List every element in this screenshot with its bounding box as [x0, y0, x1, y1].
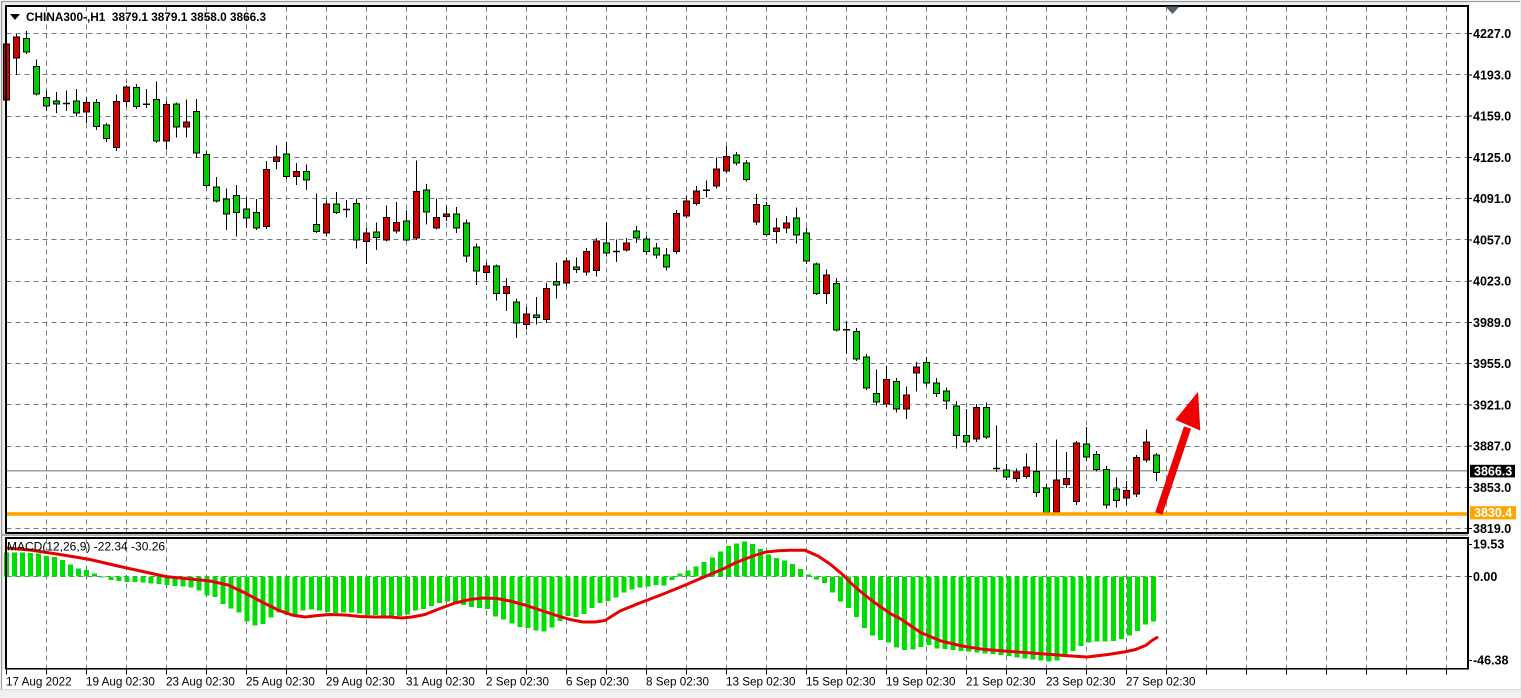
svg-text:4091.0: 4091.0 [1473, 192, 1511, 206]
svg-text:17 Aug 2022: 17 Aug 2022 [6, 676, 72, 689]
svg-text:3921.0: 3921.0 [1473, 398, 1511, 412]
svg-text:3853.0: 3853.0 [1473, 481, 1511, 495]
svg-text:4159.0: 4159.0 [1473, 110, 1511, 124]
svg-text:4193.0: 4193.0 [1473, 68, 1511, 82]
svg-text:0.00: 0.00 [1473, 570, 1497, 584]
svg-text:21 Sep 02:30: 21 Sep 02:30 [966, 676, 1036, 689]
svg-text:4023.0: 4023.0 [1473, 275, 1511, 289]
svg-text:19 Aug 02:30: 19 Aug 02:30 [86, 676, 155, 689]
svg-text:3819.0: 3819.0 [1473, 522, 1511, 536]
svg-text:23 Sep 02:30: 23 Sep 02:30 [1046, 676, 1116, 689]
svg-text:29 Aug 02:30: 29 Aug 02:30 [326, 676, 395, 689]
svg-text:4057.0: 4057.0 [1473, 233, 1511, 247]
svg-text:3887.0: 3887.0 [1473, 440, 1511, 454]
svg-text:MACD(12,26,9) -22.34 -30.26: MACD(12,26,9) -22.34 -30.26 [7, 540, 165, 554]
svg-text:15 Sep 02:30: 15 Sep 02:30 [806, 676, 876, 689]
svg-text:3989.0: 3989.0 [1473, 316, 1511, 330]
svg-text:31 Aug 02:30: 31 Aug 02:30 [406, 676, 475, 689]
svg-text:6 Sep 02:30: 6 Sep 02:30 [566, 676, 630, 689]
svg-text:-46.38: -46.38 [1473, 654, 1508, 668]
svg-text:3866.3: 3866.3 [1474, 464, 1512, 478]
svg-text:4125.0: 4125.0 [1473, 151, 1511, 165]
svg-text:27 Sep 02:30: 27 Sep 02:30 [1126, 676, 1196, 689]
svg-text:4227.0: 4227.0 [1473, 27, 1511, 41]
svg-text:23 Aug 02:30: 23 Aug 02:30 [166, 676, 235, 689]
svg-text:19 Sep 02:30: 19 Sep 02:30 [886, 676, 956, 689]
svg-text:3830.4: 3830.4 [1474, 506, 1512, 520]
svg-text:25 Aug 02:30: 25 Aug 02:30 [246, 676, 315, 689]
svg-text:19.53: 19.53 [1473, 538, 1504, 552]
svg-text:CHINA300-,H1 3879.1 3879.1 38: CHINA300-,H1 3879.1 3879.1 3858.0 3866.3 [26, 10, 266, 24]
svg-text:13 Sep 02:30: 13 Sep 02:30 [726, 676, 796, 689]
svg-text:8 Sep 02:30: 8 Sep 02:30 [646, 676, 710, 689]
svg-text:2 Sep 02:30: 2 Sep 02:30 [486, 676, 550, 689]
svg-text:3955.0: 3955.0 [1473, 357, 1511, 371]
